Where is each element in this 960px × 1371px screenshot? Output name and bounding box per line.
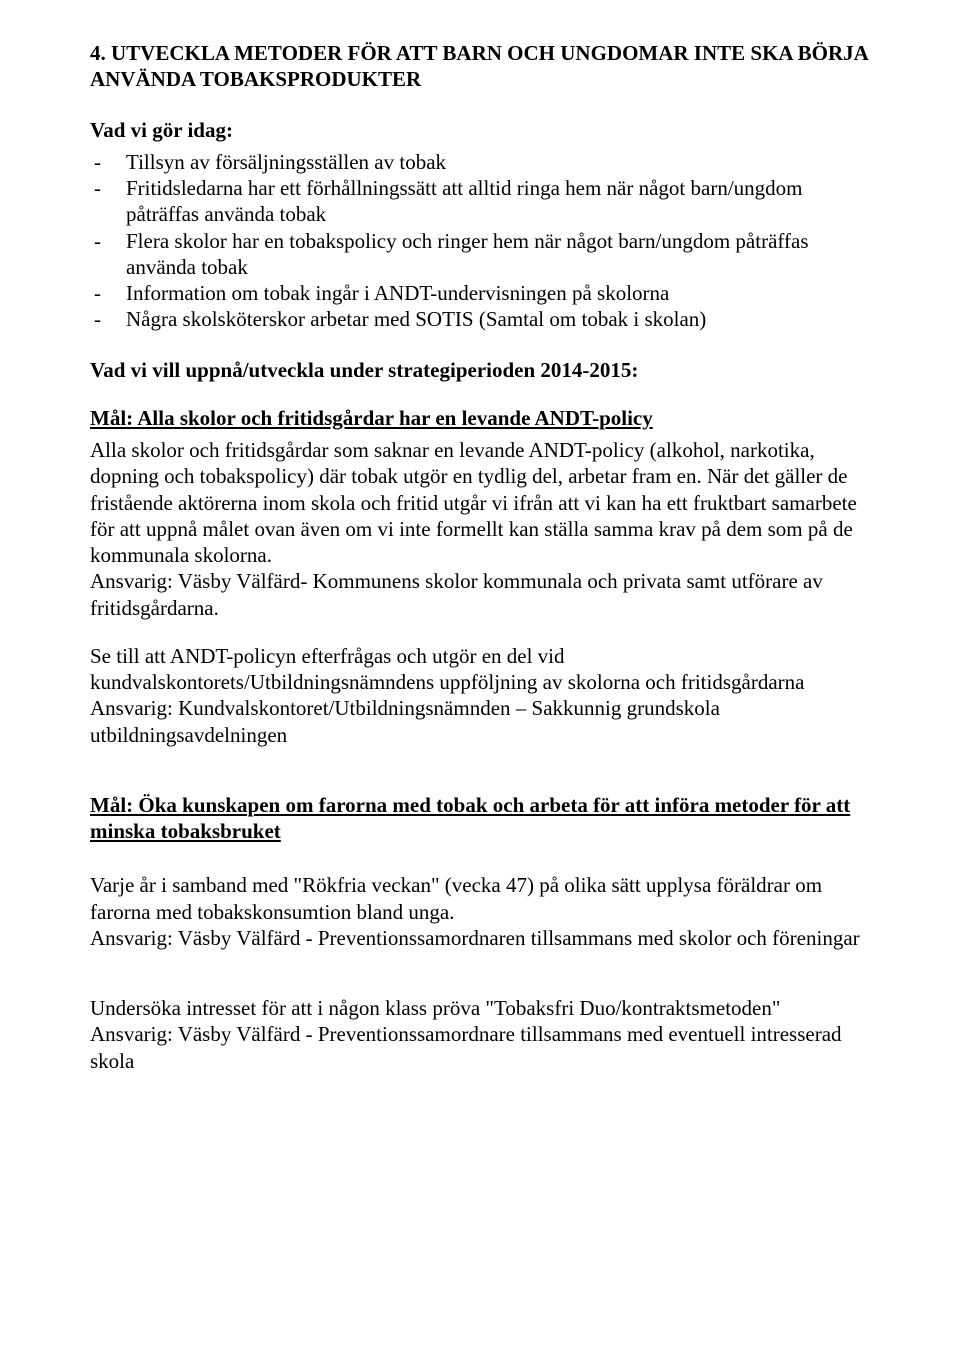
list-item: - Information om tobak ingår i ANDT-unde… [90, 280, 870, 306]
bullet-dash: - [90, 228, 126, 254]
list-item: - Flera skolor har en tobakspolicy och r… [90, 228, 870, 281]
goal1-responsible2: Ansvarig: Kundvalskontoret/Utbildningsnä… [90, 695, 870, 748]
goal2-paragraph1: Varje år i samband med "Rökfria veckan" … [90, 872, 870, 925]
goal1-title: Mål: Alla skolor och fritidsgårdar har e… [90, 405, 870, 431]
today-label: Vad vi gör idag: [90, 117, 870, 143]
goal2-responsible2: Ansvarig: Väsby Välfärd - Preventionssam… [90, 1021, 870, 1074]
bullet-text: Information om tobak ingår i ANDT-underv… [126, 280, 870, 306]
bullet-text: Flera skolor har en tobakspolicy och rin… [126, 228, 870, 281]
goal1-block1: Alla skolor och fritidsgårdar som saknar… [90, 437, 870, 621]
goal2-title: Mål: Öka kunskapen om farorna med tobak … [90, 792, 870, 845]
list-item: - Fritidsledarna har ett förhållningssät… [90, 175, 870, 228]
list-item: - Några skolsköterskor arbetar med SOTIS… [90, 306, 870, 332]
bullet-text: Några skolsköterskor arbetar med SOTIS (… [126, 306, 870, 332]
today-bullets: - Tillsyn av försäljningsställen av toba… [90, 149, 870, 333]
goal1-block2: Se till att ANDT-policyn efterfrågas och… [90, 643, 870, 748]
goal2-paragraph2: Undersöka intresset för att i någon klas… [90, 995, 870, 1021]
bullet-dash: - [90, 149, 126, 175]
goal2-responsible1: Ansvarig: Väsby Välfärd - Preventionssam… [90, 925, 870, 951]
strategy-label: Vad vi vill uppnå/utveckla under strateg… [90, 357, 870, 383]
bullet-dash: - [90, 175, 126, 201]
bullet-text: Fritidsledarna har ett förhållningssätt … [126, 175, 870, 228]
bullet-dash: - [90, 306, 126, 332]
goal1-paragraph2: Se till att ANDT-policyn efterfrågas och… [90, 643, 870, 696]
goal1-paragraph1: Alla skolor och fritidsgårdar som saknar… [90, 437, 870, 568]
bullet-dash: - [90, 280, 126, 306]
section-heading: 4. UTVECKLA METODER FÖR ATT BARN OCH UNG… [90, 40, 870, 93]
list-item: - Tillsyn av försäljningsställen av toba… [90, 149, 870, 175]
goal1-responsible1: Ansvarig: Väsby Välfärd- Kommunens skolo… [90, 568, 870, 621]
goal2-block2: Undersöka intresset för att i någon klas… [90, 995, 870, 1074]
goal2-block1: Varje år i samband med "Rökfria veckan" … [90, 872, 870, 951]
bullet-text: Tillsyn av försäljningsställen av tobak [126, 149, 870, 175]
